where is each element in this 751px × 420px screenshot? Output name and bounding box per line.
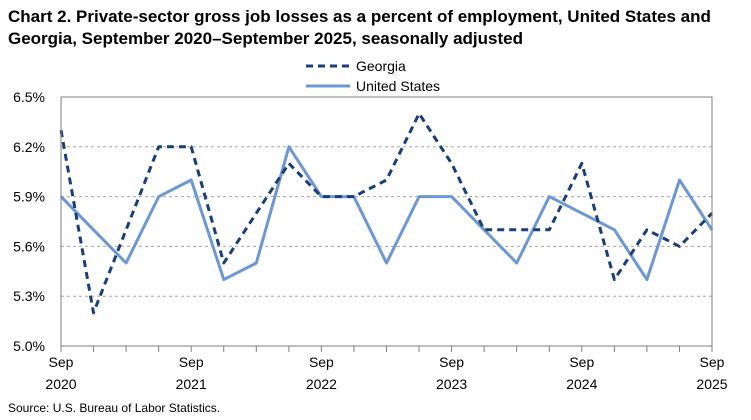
source-note: Source: U.S. Bureau of Labor Statistics. [8, 401, 221, 415]
x-tick-label-month: Sep [700, 354, 725, 370]
x-axis: Sep 2020 Sep 2021 Sep 2022 Sep 2023 Sep 2024 Sep 20… [45, 346, 728, 392]
series-layer [59, 112, 714, 315]
legend-label: United States [356, 78, 440, 94]
y-axis: 5.0% 5.3% 5.6% 5.9% 6.2% 6.5% [13, 89, 45, 354]
x-tick-label-month: Sep [569, 354, 594, 370]
chart-legend: Georgia United States [306, 58, 440, 94]
y-tick-label: 5.6% [13, 238, 45, 254]
plot-area-frame [60, 96, 713, 347]
x-tick-label-month: Sep [49, 354, 74, 370]
x-tick-label-year: 2021 [176, 376, 207, 392]
x-tick-label-year: 2023 [436, 376, 467, 392]
x-tick-label-year: 2024 [566, 376, 597, 392]
x-tick-label-year: 2025 [696, 376, 727, 392]
x-tick-label-year: 2020 [45, 376, 76, 392]
legend-label: Georgia [356, 58, 406, 74]
y-tick-label: 5.3% [13, 288, 45, 304]
y-tick-label: 5.9% [13, 189, 45, 205]
x-tick-label-year: 2022 [306, 376, 337, 392]
y-tick-label: 6.5% [13, 89, 45, 105]
y-tick-label: 6.2% [13, 139, 45, 155]
series-line-georgia [59, 112, 714, 315]
y-tick-label: 5.0% [13, 338, 45, 354]
x-tick-label-month: Sep [179, 354, 204, 370]
chart-title: Chart 2. Private-sector gross job losses… [8, 7, 711, 48]
x-tick-label-month: Sep [439, 354, 464, 370]
series-line-united-states [59, 145, 714, 282]
x-tick-label-month: Sep [309, 354, 334, 370]
gridlines [61, 146, 712, 297]
